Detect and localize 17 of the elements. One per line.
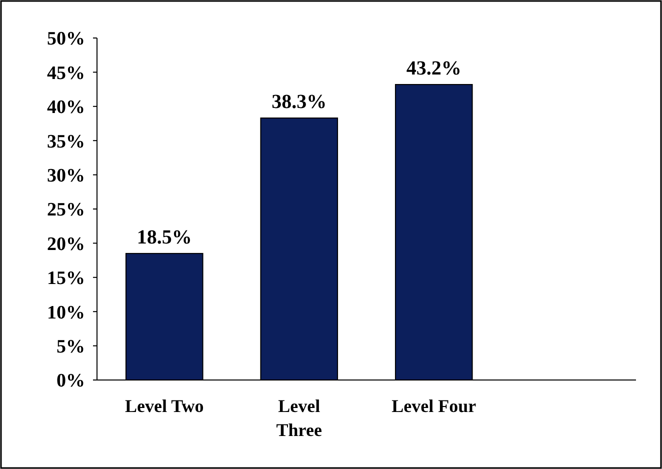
y-tick-label: 25% bbox=[47, 200, 85, 221]
y-tick-label: 20% bbox=[47, 234, 85, 255]
y-tick-label: 45% bbox=[47, 62, 85, 84]
data-label: 38.3% bbox=[272, 91, 327, 114]
data-label: 18.5% bbox=[136, 226, 192, 248]
y-tick-label: 0% bbox=[56, 370, 85, 392]
data-label: 43.2% bbox=[406, 58, 462, 80]
x-tick-label: Level Three bbox=[276, 396, 322, 440]
y-tick-label: 40% bbox=[47, 97, 85, 118]
y-tick-label: 35% bbox=[47, 131, 85, 152]
x-tick-label: Level Four bbox=[392, 396, 476, 416]
y-tick-label: 10% bbox=[47, 302, 85, 324]
y-tick-label: 30% bbox=[47, 165, 85, 186]
y-tick-label: 5% bbox=[56, 336, 85, 358]
y-tick-label: 15% bbox=[47, 268, 85, 290]
y-tick-label: 50% bbox=[47, 28, 85, 50]
x-tick-label: Level Two bbox=[124, 396, 204, 416]
